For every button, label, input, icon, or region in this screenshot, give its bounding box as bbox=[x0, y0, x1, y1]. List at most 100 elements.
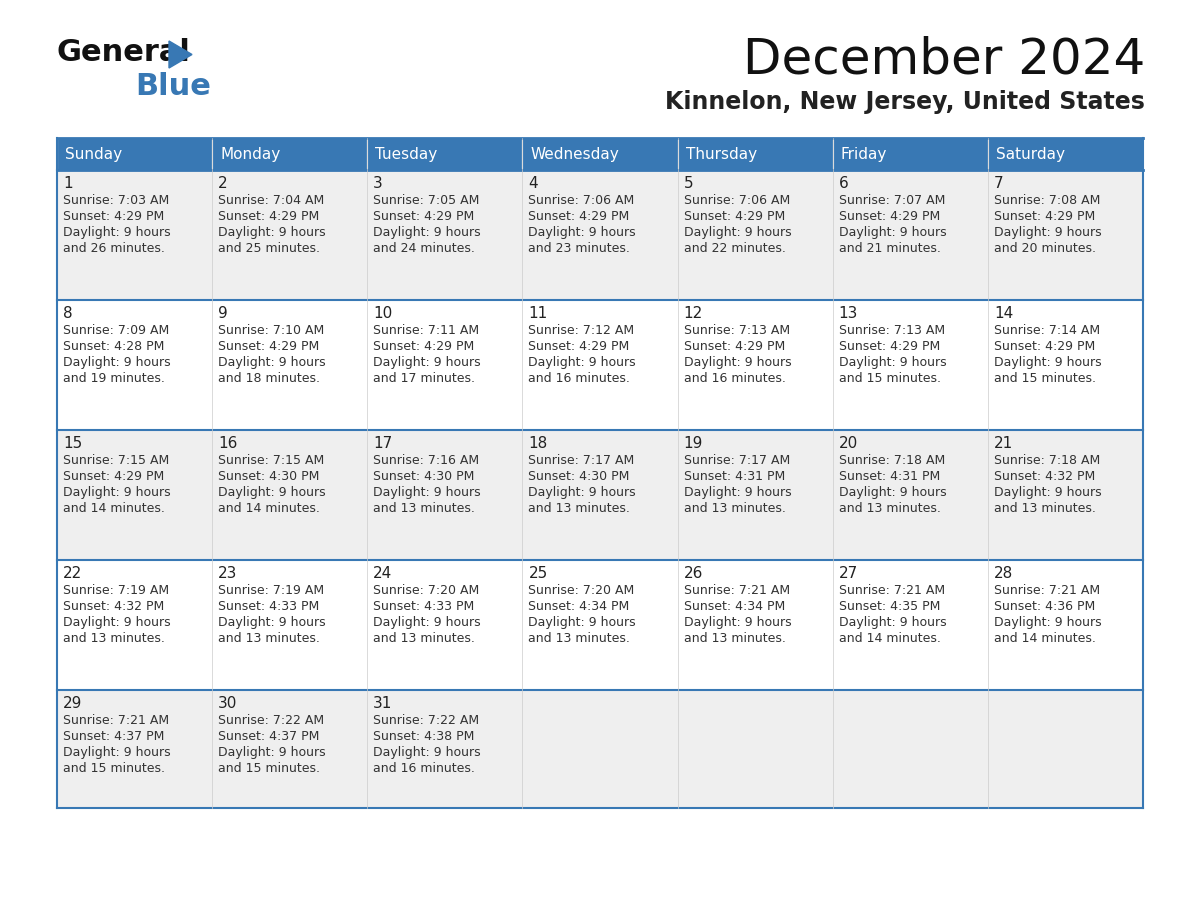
Text: Daylight: 9 hours: Daylight: 9 hours bbox=[63, 486, 171, 499]
Text: Sunrise: 7:13 AM: Sunrise: 7:13 AM bbox=[839, 324, 944, 337]
Text: Sunset: 4:38 PM: Sunset: 4:38 PM bbox=[373, 730, 475, 743]
Text: and 14 minutes.: and 14 minutes. bbox=[63, 502, 165, 515]
Text: Daylight: 9 hours: Daylight: 9 hours bbox=[683, 486, 791, 499]
Bar bbox=[988, 430, 1143, 560]
Text: Sunrise: 7:15 AM: Sunrise: 7:15 AM bbox=[63, 454, 169, 467]
Text: and 14 minutes.: and 14 minutes. bbox=[994, 632, 1095, 645]
Text: and 15 minutes.: and 15 minutes. bbox=[63, 762, 165, 775]
Text: Sunrise: 7:18 AM: Sunrise: 7:18 AM bbox=[994, 454, 1100, 467]
Bar bbox=[677, 560, 833, 690]
Bar bbox=[523, 560, 677, 690]
Text: Sunrise: 7:10 AM: Sunrise: 7:10 AM bbox=[219, 324, 324, 337]
Text: Blue: Blue bbox=[135, 72, 211, 101]
Text: Sunset: 4:32 PM: Sunset: 4:32 PM bbox=[994, 470, 1095, 483]
Text: 23: 23 bbox=[219, 566, 238, 581]
Text: Daylight: 9 hours: Daylight: 9 hours bbox=[219, 486, 326, 499]
Text: Sunset: 4:30 PM: Sunset: 4:30 PM bbox=[219, 470, 320, 483]
Text: Sunset: 4:30 PM: Sunset: 4:30 PM bbox=[529, 470, 630, 483]
Bar bbox=[677, 170, 833, 300]
Bar bbox=[833, 690, 988, 808]
Text: and 14 minutes.: and 14 minutes. bbox=[839, 632, 941, 645]
Text: Daylight: 9 hours: Daylight: 9 hours bbox=[994, 356, 1101, 369]
Bar bbox=[367, 690, 523, 808]
Text: and 13 minutes.: and 13 minutes. bbox=[219, 632, 320, 645]
Text: and 18 minutes.: and 18 minutes. bbox=[219, 372, 320, 385]
Text: and 16 minutes.: and 16 minutes. bbox=[529, 372, 631, 385]
Text: Sunset: 4:29 PM: Sunset: 4:29 PM bbox=[219, 340, 320, 353]
Text: 15: 15 bbox=[63, 436, 82, 451]
Text: Daylight: 9 hours: Daylight: 9 hours bbox=[63, 616, 171, 629]
Text: and 20 minutes.: and 20 minutes. bbox=[994, 242, 1095, 255]
Text: Daylight: 9 hours: Daylight: 9 hours bbox=[683, 356, 791, 369]
Text: Sunset: 4:35 PM: Sunset: 4:35 PM bbox=[839, 600, 940, 613]
Text: Daylight: 9 hours: Daylight: 9 hours bbox=[529, 356, 636, 369]
Text: Sunrise: 7:14 AM: Sunrise: 7:14 AM bbox=[994, 324, 1100, 337]
Text: Sunrise: 7:21 AM: Sunrise: 7:21 AM bbox=[994, 584, 1100, 597]
Text: Sunrise: 7:22 AM: Sunrise: 7:22 AM bbox=[373, 714, 480, 727]
Text: Sunrise: 7:06 AM: Sunrise: 7:06 AM bbox=[529, 194, 634, 207]
Text: Daylight: 9 hours: Daylight: 9 hours bbox=[994, 486, 1101, 499]
Text: 17: 17 bbox=[373, 436, 392, 451]
Text: Sunset: 4:34 PM: Sunset: 4:34 PM bbox=[683, 600, 785, 613]
Text: Sunrise: 7:11 AM: Sunrise: 7:11 AM bbox=[373, 324, 480, 337]
Text: Sunset: 4:30 PM: Sunset: 4:30 PM bbox=[373, 470, 475, 483]
Text: 11: 11 bbox=[529, 306, 548, 321]
Text: Thursday: Thursday bbox=[685, 147, 757, 162]
Text: and 13 minutes.: and 13 minutes. bbox=[683, 502, 785, 515]
Bar bbox=[213, 560, 367, 690]
Text: Daylight: 9 hours: Daylight: 9 hours bbox=[839, 616, 947, 629]
Text: Sunrise: 7:03 AM: Sunrise: 7:03 AM bbox=[63, 194, 169, 207]
Text: and 13 minutes.: and 13 minutes. bbox=[994, 502, 1095, 515]
Text: and 13 minutes.: and 13 minutes. bbox=[373, 632, 475, 645]
Text: and 13 minutes.: and 13 minutes. bbox=[683, 632, 785, 645]
Text: 21: 21 bbox=[994, 436, 1013, 451]
Bar bbox=[523, 170, 677, 300]
Text: Sunset: 4:36 PM: Sunset: 4:36 PM bbox=[994, 600, 1095, 613]
Text: Daylight: 9 hours: Daylight: 9 hours bbox=[529, 226, 636, 239]
Text: 24: 24 bbox=[373, 566, 392, 581]
Text: Daylight: 9 hours: Daylight: 9 hours bbox=[373, 616, 481, 629]
Bar bbox=[57, 560, 213, 690]
Text: Sunset: 4:29 PM: Sunset: 4:29 PM bbox=[373, 340, 474, 353]
Text: and 14 minutes.: and 14 minutes. bbox=[219, 502, 320, 515]
Text: 27: 27 bbox=[839, 566, 858, 581]
Text: Sunrise: 7:05 AM: Sunrise: 7:05 AM bbox=[373, 194, 480, 207]
Text: Daylight: 9 hours: Daylight: 9 hours bbox=[373, 226, 481, 239]
Text: and 26 minutes.: and 26 minutes. bbox=[63, 242, 165, 255]
Text: Sunset: 4:37 PM: Sunset: 4:37 PM bbox=[63, 730, 164, 743]
Text: 16: 16 bbox=[219, 436, 238, 451]
Text: Sunrise: 7:21 AM: Sunrise: 7:21 AM bbox=[63, 714, 169, 727]
Text: Monday: Monday bbox=[220, 147, 280, 162]
Text: Sunrise: 7:08 AM: Sunrise: 7:08 AM bbox=[994, 194, 1100, 207]
Bar bbox=[213, 170, 367, 300]
Bar bbox=[988, 138, 1143, 170]
Text: and 15 minutes.: and 15 minutes. bbox=[219, 762, 320, 775]
Bar bbox=[57, 430, 213, 560]
Bar bbox=[523, 300, 677, 430]
Text: Sunset: 4:29 PM: Sunset: 4:29 PM bbox=[529, 210, 630, 223]
Text: Sunset: 4:29 PM: Sunset: 4:29 PM bbox=[63, 470, 164, 483]
Text: Sunrise: 7:16 AM: Sunrise: 7:16 AM bbox=[373, 454, 480, 467]
Bar bbox=[213, 138, 367, 170]
Bar bbox=[833, 170, 988, 300]
Text: Sunrise: 7:17 AM: Sunrise: 7:17 AM bbox=[529, 454, 634, 467]
Text: Daylight: 9 hours: Daylight: 9 hours bbox=[219, 356, 326, 369]
Text: Sunset: 4:29 PM: Sunset: 4:29 PM bbox=[839, 210, 940, 223]
Text: and 13 minutes.: and 13 minutes. bbox=[529, 502, 631, 515]
Text: Daylight: 9 hours: Daylight: 9 hours bbox=[529, 616, 636, 629]
Text: Daylight: 9 hours: Daylight: 9 hours bbox=[373, 746, 481, 759]
Text: 26: 26 bbox=[683, 566, 703, 581]
Text: and 15 minutes.: and 15 minutes. bbox=[994, 372, 1095, 385]
Text: 7: 7 bbox=[994, 176, 1004, 191]
Text: 22: 22 bbox=[63, 566, 82, 581]
Text: Sunday: Sunday bbox=[65, 147, 122, 162]
Text: 13: 13 bbox=[839, 306, 858, 321]
Text: 18: 18 bbox=[529, 436, 548, 451]
Text: 12: 12 bbox=[683, 306, 703, 321]
Bar bbox=[57, 300, 213, 430]
Text: 19: 19 bbox=[683, 436, 703, 451]
Text: Daylight: 9 hours: Daylight: 9 hours bbox=[63, 356, 171, 369]
Bar bbox=[677, 300, 833, 430]
Text: Sunrise: 7:07 AM: Sunrise: 7:07 AM bbox=[839, 194, 946, 207]
Bar bbox=[57, 138, 213, 170]
